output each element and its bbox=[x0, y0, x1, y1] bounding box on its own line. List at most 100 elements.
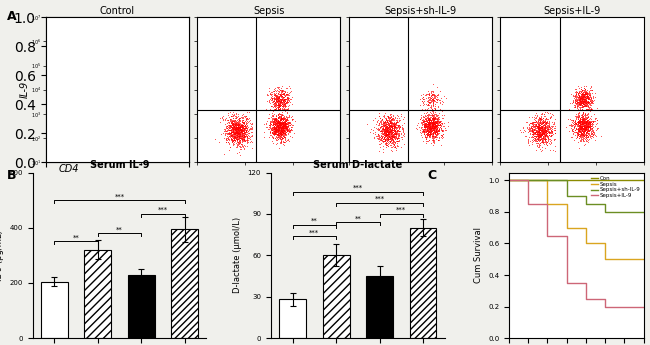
Point bbox=[580, 91, 590, 97]
Point bbox=[272, 119, 282, 125]
Point bbox=[378, 121, 388, 126]
Point bbox=[131, 128, 141, 134]
Point bbox=[279, 115, 289, 121]
Point bbox=[581, 135, 592, 141]
Point bbox=[233, 130, 243, 135]
Point bbox=[386, 116, 396, 122]
Point bbox=[79, 129, 89, 134]
Point bbox=[231, 136, 242, 141]
Point bbox=[423, 137, 434, 142]
Point bbox=[276, 134, 286, 140]
Point bbox=[269, 88, 280, 93]
Point bbox=[229, 125, 240, 131]
Point bbox=[274, 106, 284, 112]
Point bbox=[575, 126, 585, 132]
Point bbox=[127, 120, 138, 126]
Point bbox=[570, 97, 580, 103]
Point bbox=[235, 118, 245, 124]
Point bbox=[234, 130, 244, 136]
Point bbox=[428, 81, 438, 87]
Point bbox=[585, 127, 595, 132]
Point bbox=[269, 125, 280, 131]
Point bbox=[237, 137, 247, 143]
Point bbox=[120, 95, 130, 100]
Point bbox=[425, 121, 436, 126]
Point bbox=[274, 119, 284, 125]
Point bbox=[585, 124, 595, 129]
Point bbox=[578, 99, 588, 104]
Point bbox=[570, 126, 580, 131]
Point bbox=[242, 126, 252, 132]
Point bbox=[268, 121, 278, 127]
Point bbox=[578, 132, 588, 137]
Point bbox=[237, 123, 247, 128]
Point bbox=[231, 119, 242, 125]
Point bbox=[571, 113, 581, 118]
Point bbox=[119, 126, 129, 132]
Point bbox=[421, 115, 432, 120]
Point bbox=[271, 98, 281, 103]
Point bbox=[127, 127, 138, 132]
Point bbox=[387, 126, 397, 131]
Point bbox=[578, 110, 588, 115]
Point bbox=[237, 126, 247, 131]
Point bbox=[580, 100, 590, 105]
Point bbox=[391, 131, 402, 136]
Point bbox=[579, 126, 590, 132]
Point bbox=[423, 127, 434, 132]
Point bbox=[574, 127, 584, 132]
Point bbox=[122, 133, 132, 138]
Point bbox=[231, 121, 242, 127]
Point bbox=[586, 95, 596, 101]
Point bbox=[575, 92, 586, 98]
Point bbox=[430, 128, 440, 134]
Point bbox=[424, 124, 434, 129]
Point bbox=[432, 131, 442, 136]
Point bbox=[582, 99, 593, 105]
Point bbox=[118, 138, 129, 143]
Point bbox=[122, 130, 133, 135]
Point bbox=[430, 129, 441, 135]
Point bbox=[521, 120, 532, 125]
Point bbox=[131, 113, 141, 119]
Point bbox=[226, 128, 237, 134]
Point bbox=[122, 127, 132, 132]
Point bbox=[284, 120, 294, 126]
Point bbox=[428, 125, 438, 130]
Point bbox=[120, 127, 131, 132]
Point bbox=[425, 120, 436, 126]
Point bbox=[432, 97, 442, 103]
Point bbox=[540, 121, 550, 126]
Point bbox=[381, 128, 391, 133]
Point bbox=[582, 128, 592, 134]
Point bbox=[235, 126, 245, 132]
Point bbox=[270, 113, 281, 119]
Point bbox=[426, 112, 437, 117]
Point bbox=[385, 128, 396, 134]
Point bbox=[422, 114, 433, 120]
Point bbox=[536, 114, 546, 119]
Point bbox=[380, 126, 391, 131]
Point bbox=[228, 138, 239, 144]
Point bbox=[427, 127, 437, 133]
Point bbox=[228, 117, 239, 122]
Point bbox=[537, 111, 547, 117]
Point bbox=[120, 126, 130, 132]
Point bbox=[235, 135, 245, 140]
Point bbox=[526, 127, 537, 132]
Point bbox=[575, 96, 586, 101]
Point bbox=[275, 93, 285, 98]
Point bbox=[422, 116, 433, 122]
Point bbox=[431, 124, 441, 129]
Point bbox=[394, 128, 404, 134]
Point bbox=[114, 130, 124, 136]
Point bbox=[577, 131, 587, 137]
Point bbox=[537, 130, 547, 136]
Point bbox=[86, 132, 96, 138]
Point bbox=[131, 126, 141, 132]
Point bbox=[281, 128, 292, 133]
Point bbox=[122, 121, 133, 127]
Point bbox=[273, 129, 283, 134]
Point bbox=[83, 143, 93, 149]
Point bbox=[586, 96, 597, 101]
